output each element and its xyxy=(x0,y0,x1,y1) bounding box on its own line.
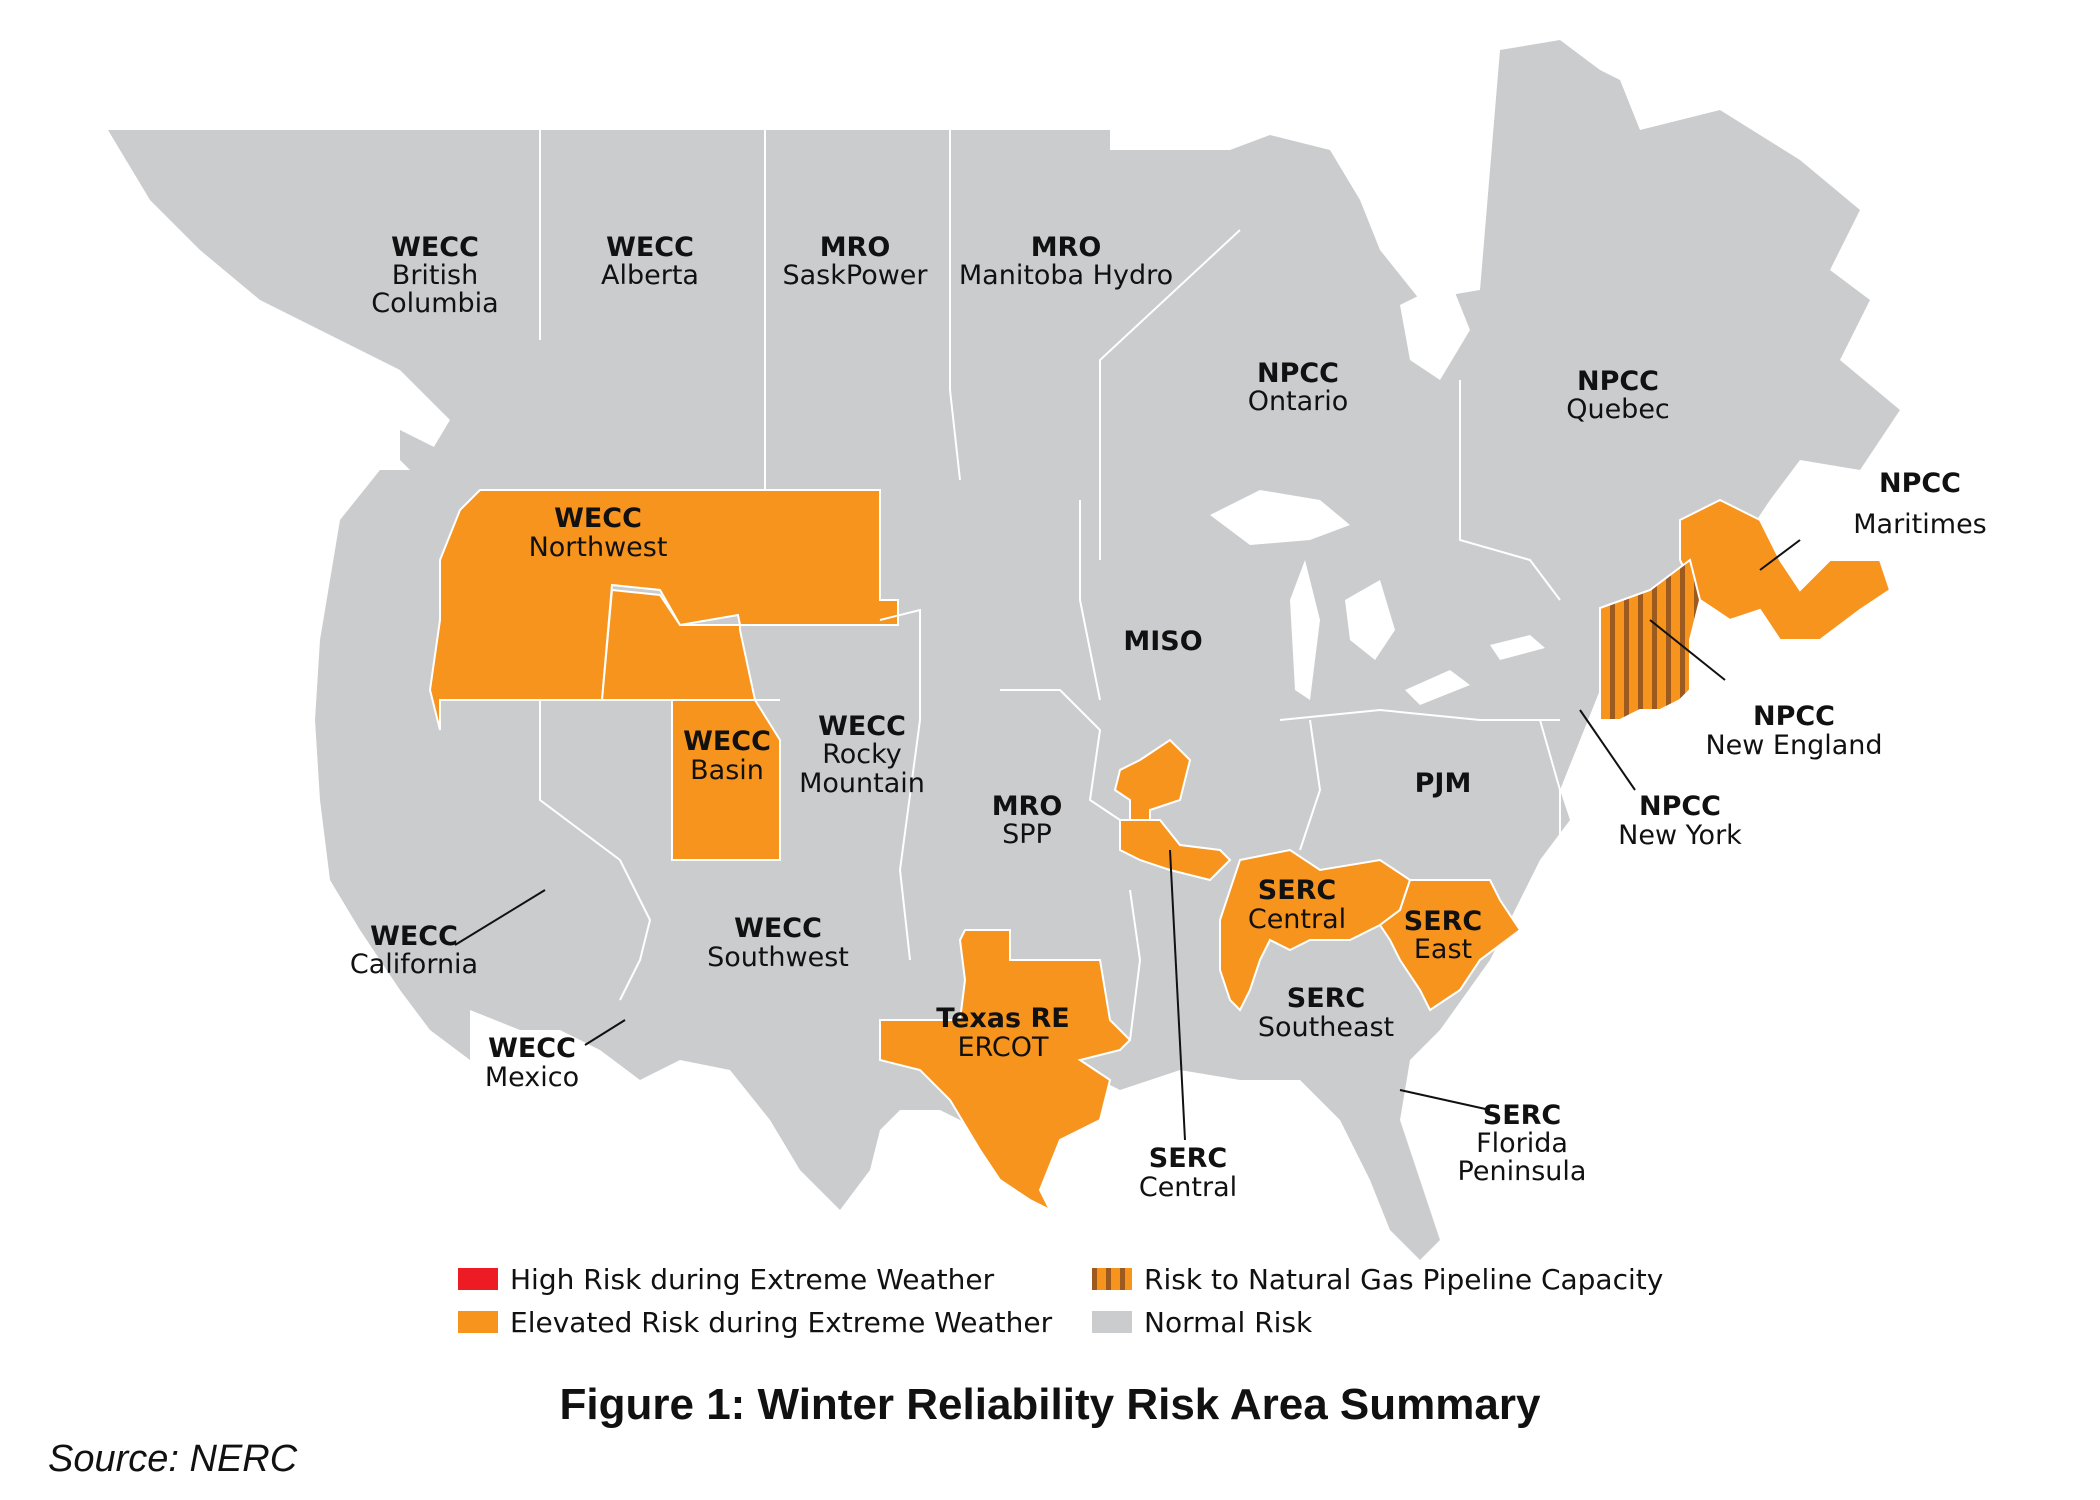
region-labels: WECC British Columbia WECC Alberta MRO S… xyxy=(350,232,1987,1203)
label-miso-code: MISO xyxy=(1123,626,1202,657)
label-serc-fl-name2: Peninsula xyxy=(1458,1156,1587,1187)
legend-label-normal: Normal Risk xyxy=(1144,1306,1313,1339)
label-npcc-on-name: Ontario xyxy=(1248,386,1349,417)
label-npcc-qc-code: NPCC xyxy=(1577,366,1659,397)
label-mro-sask-name: SaskPower xyxy=(782,260,928,291)
region-wecc-northwest xyxy=(428,489,899,731)
region-npcc-maritimes xyxy=(1679,498,1892,641)
region-serc-central xyxy=(1219,848,1412,1012)
label-wecc-ab-name: Alberta xyxy=(601,260,699,291)
label-npcc-qc-name: Quebec xyxy=(1566,394,1670,425)
label-mro-spp-code: MRO xyxy=(992,791,1063,822)
label-serc-fl-name: Florida xyxy=(1476,1128,1568,1159)
label-wecc-rm-name: Rocky xyxy=(822,739,902,770)
legend-swatch-normal xyxy=(1092,1311,1132,1333)
legend-swatch-high xyxy=(458,1268,498,1290)
label-texas-name: ERCOT xyxy=(957,1032,1049,1063)
label-serc-e-code: SERC xyxy=(1404,906,1483,937)
legend-label-pipeline: Risk to Natural Gas Pipeline Capacity xyxy=(1144,1263,1663,1296)
label-npcc-on-code: NPCC xyxy=(1257,358,1339,389)
region-serc-east xyxy=(1378,879,1522,1012)
label-wecc-sw-code: WECC xyxy=(734,913,822,944)
label-wecc-bc-code: WECC xyxy=(391,232,479,263)
label-npcc-ne-name: New England xyxy=(1705,730,1882,761)
label-wecc-ab-code: WECC xyxy=(606,232,694,263)
label-mro-mh-code: MRO xyxy=(1031,232,1102,263)
figure-caption: Figure 1: Winter Reliability Risk Area S… xyxy=(559,1380,1541,1429)
label-wecc-nw-code: WECC xyxy=(554,503,642,534)
legend-swatch-pipeline xyxy=(1092,1268,1132,1290)
label-npcc-ny-code: NPCC xyxy=(1639,791,1721,822)
label-wecc-nw-name: Northwest xyxy=(529,532,668,563)
label-serc-e-name: East xyxy=(1414,934,1472,965)
region-texas-ercot xyxy=(879,929,1132,1213)
region-borders xyxy=(539,130,1561,1041)
label-mro-spp-name: SPP xyxy=(1002,819,1052,850)
source-note: Source: NERC xyxy=(48,1438,298,1480)
label-pjm-code: PJM xyxy=(1415,768,1472,799)
region-npcc-new-england xyxy=(1599,558,1702,721)
label-wecc-basin-code: WECC xyxy=(683,726,771,757)
legend-label-elevated: Elevated Risk during Extreme Weather xyxy=(510,1306,1053,1339)
region-wecc-basin xyxy=(600,588,781,861)
label-wecc-rm-name2: Mountain xyxy=(799,768,925,799)
label-wecc-ca-name: California xyxy=(350,949,478,980)
label-wecc-mx-name: Mexico xyxy=(485,1062,579,1093)
label-serc-c2-code: SERC xyxy=(1149,1143,1228,1174)
label-texas-code: Texas RE xyxy=(936,1003,1069,1034)
label-mro-mh-name: Manitoba Hydro xyxy=(959,260,1173,291)
great-lakes xyxy=(1210,280,1545,705)
leader-lines xyxy=(454,539,1801,1141)
label-wecc-bc-name2: Columbia xyxy=(371,288,498,319)
label-wecc-mx-code: WECC xyxy=(488,1033,576,1064)
label-wecc-ca-code: WECC xyxy=(370,921,458,952)
legend: High Risk during Extreme Weather Elevate… xyxy=(458,1263,1663,1339)
label-wecc-basin-name: Basin xyxy=(690,755,764,786)
label-serc-se-name: Southeast xyxy=(1258,1012,1394,1043)
label-npcc-ny-name: New York xyxy=(1618,820,1742,851)
label-npcc-mar-name: Maritimes xyxy=(1853,509,1987,540)
legend-label-high: High Risk during Extreme Weather xyxy=(510,1263,995,1296)
elevated-regions xyxy=(428,489,1892,1213)
label-wecc-rm-code: WECC xyxy=(818,711,906,742)
label-wecc-sw-name: Southwest xyxy=(707,942,849,973)
label-serc-se-code: SERC xyxy=(1287,983,1366,1014)
label-serc-c2-name: Central xyxy=(1139,1172,1237,1203)
legend-swatch-elevated xyxy=(458,1311,498,1333)
label-mro-sask-code: MRO xyxy=(820,232,891,263)
label-npcc-mar-code: NPCC xyxy=(1879,468,1961,499)
label-serc-c-code: SERC xyxy=(1258,875,1337,906)
label-wecc-bc-name: British xyxy=(392,260,478,291)
label-serc-c-name: Central xyxy=(1248,904,1346,935)
label-serc-fl-code: SERC xyxy=(1483,1100,1562,1131)
label-npcc-ne-code: NPCC xyxy=(1753,701,1835,732)
